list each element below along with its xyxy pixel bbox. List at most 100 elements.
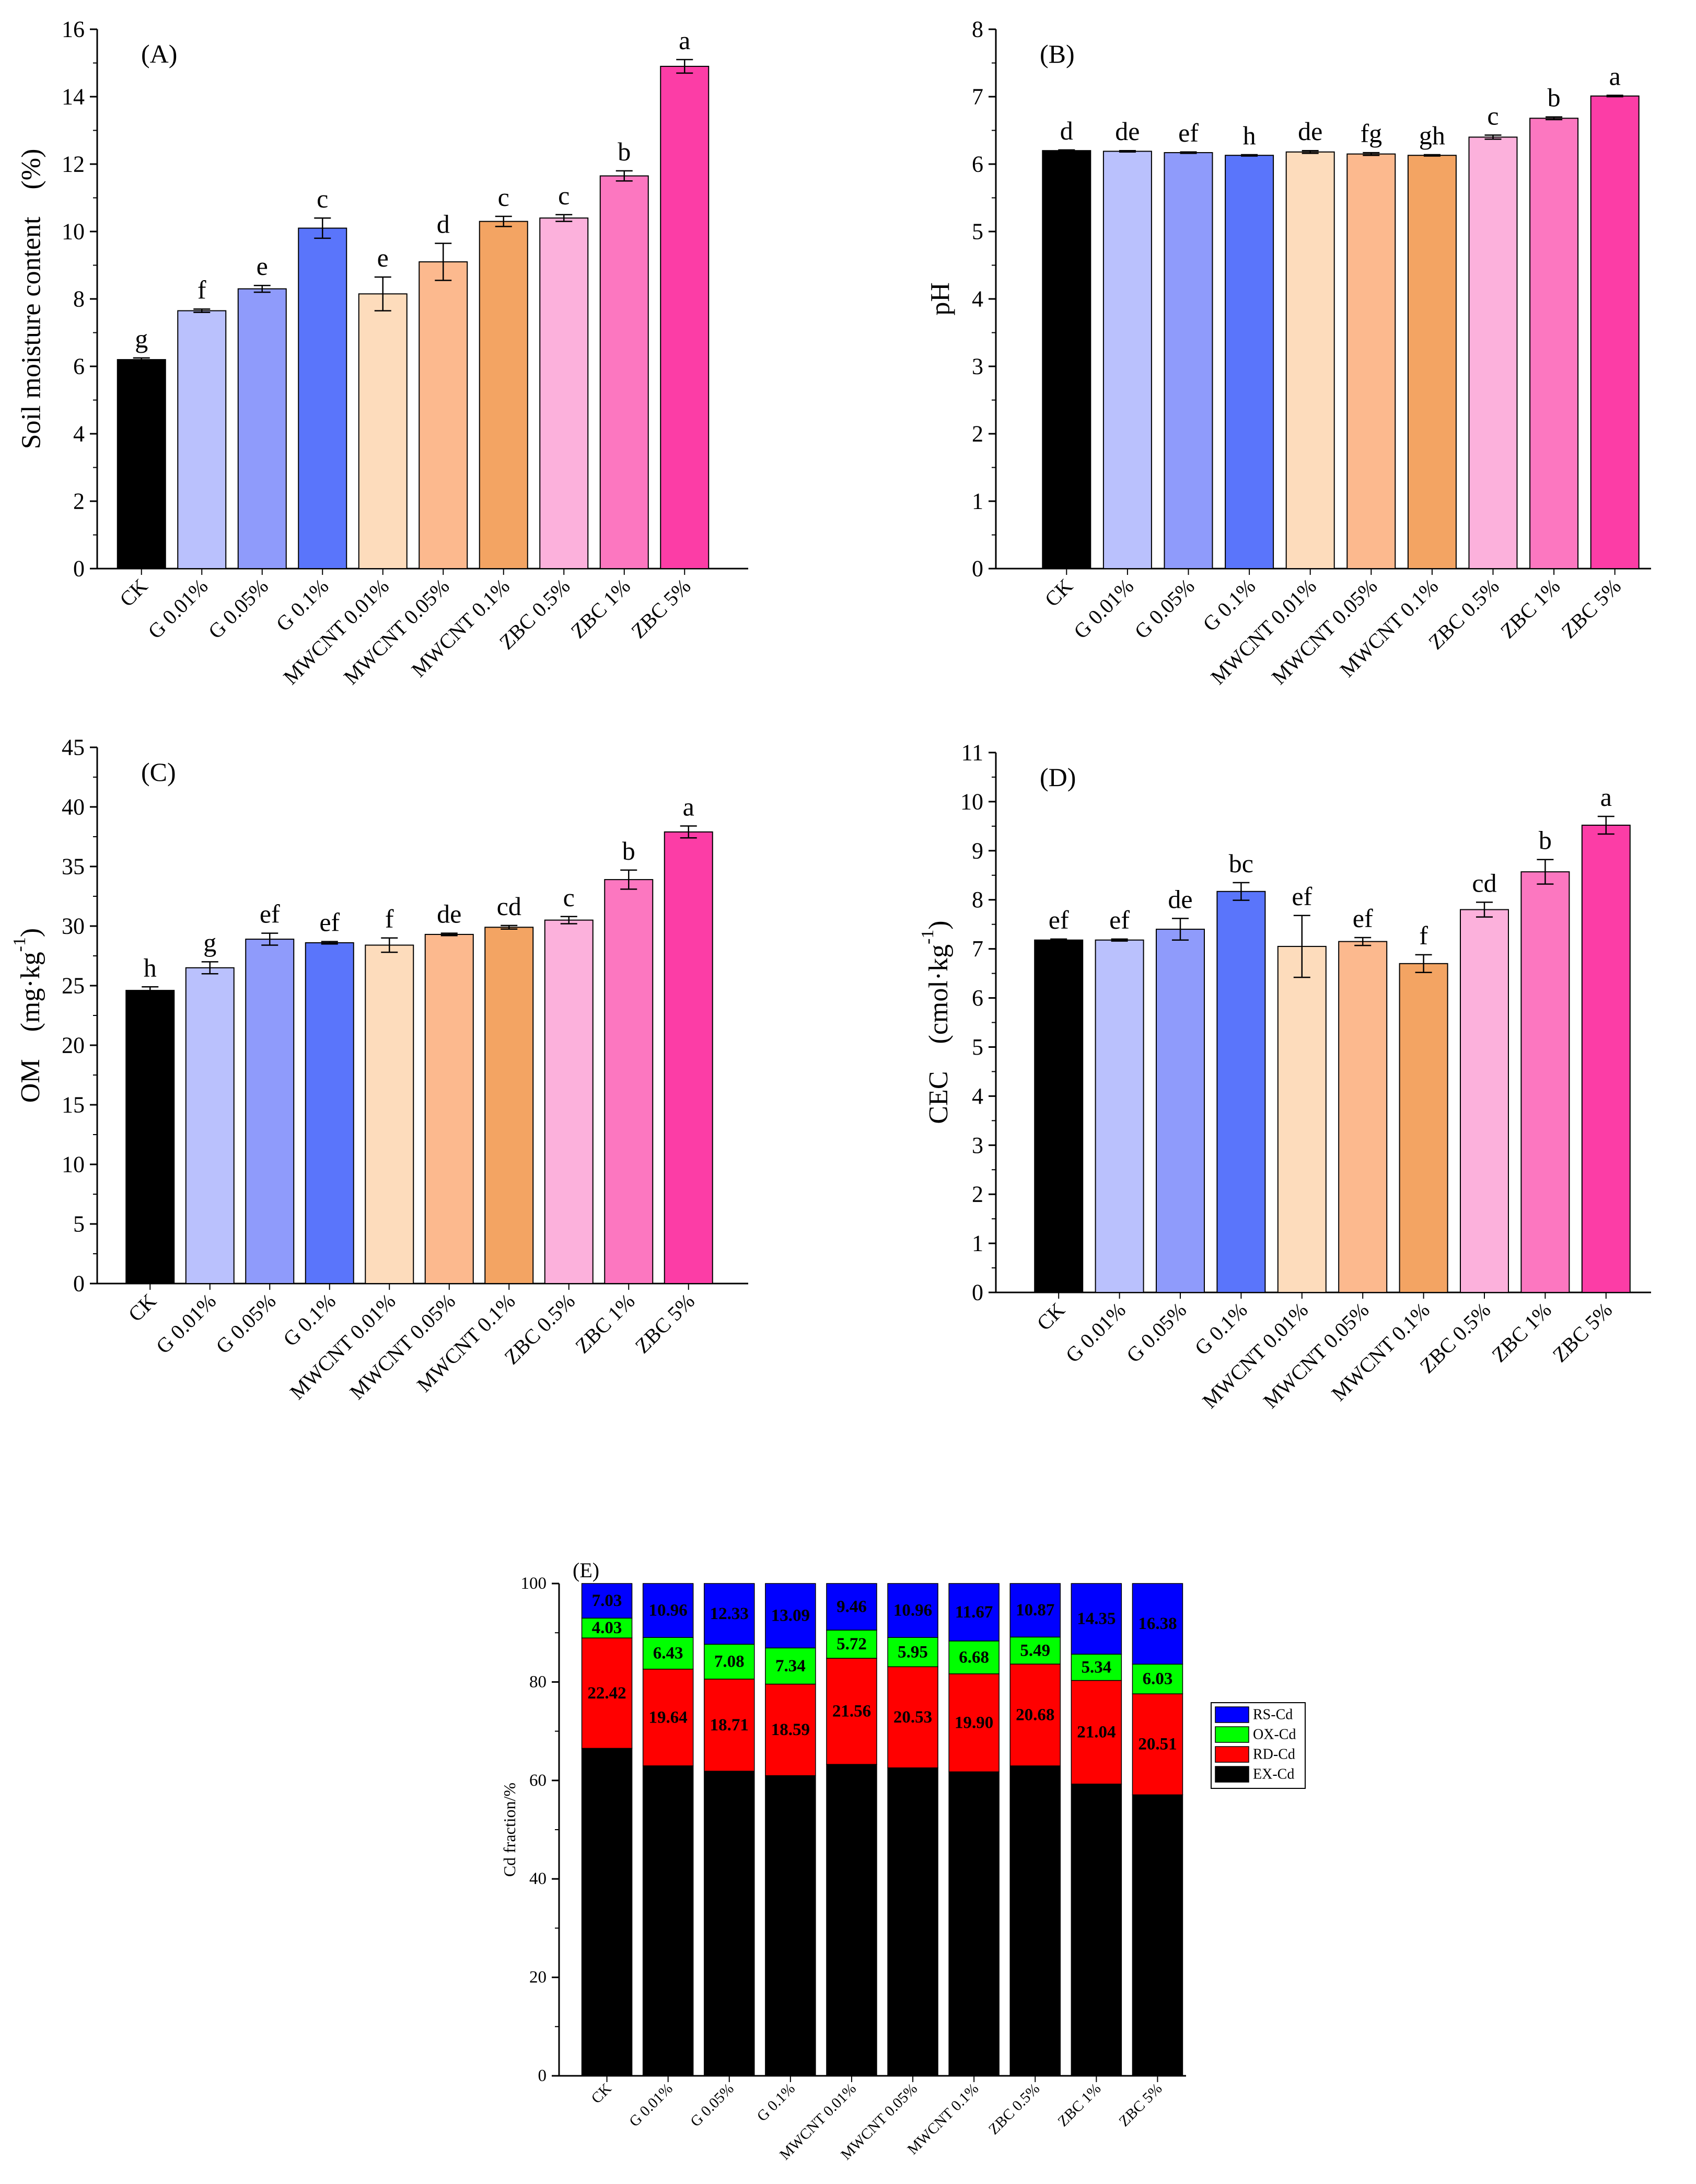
data-label-ox-cd: 5.95 (898, 1643, 928, 1661)
segment-rd-cd-g-0-05 (704, 1679, 755, 1772)
bar-mwcnt-0-01 (358, 293, 408, 569)
significance-letter-mwcnt-0-05: de (437, 899, 461, 929)
segment-ex-cd-zbc-1 (1071, 1783, 1122, 2076)
significance-letter-mwcnt-0-05: fg (1360, 119, 1382, 148)
y-tick-label: 6 (972, 985, 983, 1011)
segment-rs-cd-g-0-05 (704, 1583, 755, 1645)
y-axis-title-superscript: -1 (10, 937, 29, 952)
significance-letter-g-0-1: ef (319, 908, 340, 937)
segment-rs-cd-zbc-0-5 (1009, 1583, 1061, 1638)
y-tick-label: 10 (960, 789, 983, 814)
significance-letter-zbc-0-5: c (1487, 101, 1498, 131)
y-tick-label: 40 (62, 794, 85, 820)
significance-letter-zbc-1: b (622, 836, 635, 865)
data-label-ex-cd: 59.27 (1077, 1921, 1116, 1939)
bar-mwcnt-0-01 (1277, 945, 1327, 1293)
data-label-ex-cd: 57.08 (1138, 1926, 1177, 1945)
y-tick-label: 8 (73, 286, 85, 312)
segment-rd-cd-mwcnt-0-1 (948, 1673, 1000, 1773)
data-label-ox-cd: 6.03 (1143, 1670, 1173, 1689)
y-axis-title-main: CEC (cmol·kg (924, 944, 954, 1124)
segment-rd-cd-zbc-1 (1071, 1680, 1122, 1785)
significance-letter-g-0-05: de (1168, 884, 1192, 914)
bar-mwcnt-0-01 (1285, 151, 1335, 569)
significance-letter-ck: g (135, 324, 148, 353)
segment-ex-cd-g-0-1 (765, 1775, 816, 2076)
significance-letter-g-0-05: ef (260, 899, 280, 929)
segment-rs-cd-zbc-1 (1071, 1583, 1122, 1655)
segment-ox-cd-zbc-5 (1132, 1663, 1183, 1694)
y-tick-label: 3 (972, 354, 983, 379)
bar-zbc-0-5 (539, 217, 589, 569)
y-tick-label: 8 (972, 887, 983, 912)
significance-letter-mwcnt-0-1: f (1419, 921, 1428, 950)
y-tick-label: 7 (972, 936, 983, 962)
bar-mwcnt-0-05 (419, 261, 468, 569)
y-tick-label: 60 (529, 1771, 547, 1790)
data-label-rs-cd: 16.38 (1138, 1614, 1177, 1633)
bar-mwcnt-0-1 (484, 927, 534, 1284)
y-tick-label: 4 (972, 1083, 983, 1109)
data-label-rs-cd: 10.87 (1016, 1601, 1054, 1620)
bar-ck (125, 990, 175, 1284)
segment-ox-cd-g-0-05 (704, 1644, 755, 1680)
y-tick-label: 6 (73, 354, 85, 379)
segment-rs-cd-mwcnt-0-1 (948, 1583, 1000, 1642)
data-label-ox-cd: 7.34 (775, 1657, 806, 1675)
bar-g-0-1 (305, 942, 354, 1285)
bar-g-0-01 (1095, 939, 1144, 1293)
legend-swatch-rd-cd (1215, 1746, 1249, 1763)
data-label-rs-cd: 14.35 (1077, 1610, 1116, 1628)
bar-ck (117, 359, 166, 569)
bar-mwcnt-0-1 (1407, 155, 1457, 570)
data-label-ex-cd: 66.52 (587, 1903, 626, 1922)
segment-ox-cd-mwcnt-0-05 (887, 1637, 938, 1668)
data-label-rd-cd: 19.64 (649, 1708, 688, 1727)
data-label-ex-cd: 63.26 (832, 1911, 871, 1929)
significance-letter-g-0-01: de (1115, 117, 1140, 146)
segment-rs-cd-ck (581, 1583, 633, 1619)
significance-letter-ck: ef (1049, 905, 1069, 934)
legend-swatch-ox-cd (1215, 1726, 1249, 1743)
significance-letter-zbc-5: a (1609, 61, 1621, 90)
bar-g-0-01 (177, 310, 227, 569)
y-tick-label: 5 (972, 1034, 983, 1060)
bar-zbc-0-5 (1460, 909, 1509, 1293)
bar-zbc-5 (1581, 824, 1631, 1293)
data-label-ex-cd: 62.97 (649, 1911, 688, 1930)
y-tick-label: 15 (62, 1092, 85, 1118)
segment-ex-cd-g-0-05 (704, 1771, 755, 2076)
panel-label: (D) (1040, 762, 1076, 792)
y-tick-label: 0 (73, 556, 85, 582)
y-tick-label: 40 (529, 1869, 547, 1888)
segment-rd-cd-zbc-5 (1132, 1693, 1183, 1796)
y-tick-label: 9 (972, 838, 983, 863)
segment-ex-cd-zbc-0-5 (1009, 1765, 1061, 2076)
bar-mwcnt-0-1 (1399, 963, 1448, 1293)
bar-g-0-01 (1102, 151, 1152, 569)
y-tick-label: 80 (529, 1672, 547, 1691)
segment-rs-cd-g-0-1 (765, 1583, 816, 1649)
y-axis-title: pH (926, 282, 956, 316)
bar-zbc-5 (1590, 95, 1640, 569)
y-axis-title-superscript: -1 (918, 930, 937, 944)
data-label-rs-cd: 11.67 (955, 1603, 993, 1622)
segment-rd-cd-g-0-01 (642, 1669, 694, 1766)
data-label-ex-cd: 61.88 (710, 1914, 749, 1933)
segment-ex-cd-mwcnt-0-01 (826, 1764, 877, 2076)
y-tick-label: 1 (972, 1231, 983, 1256)
bar-mwcnt-0-1 (479, 221, 528, 569)
significance-letter-mwcnt-0-1: c (498, 182, 509, 212)
significance-letter-zbc-1: b (618, 137, 631, 166)
data-label-rd-cd: 20.68 (1016, 1706, 1054, 1725)
data-label-rs-cd: 10.96 (893, 1601, 932, 1620)
data-label-rd-cd: 20.53 (893, 1708, 932, 1727)
y-tick-label: 20 (529, 1968, 547, 1987)
data-label-rs-cd: 10.96 (649, 1601, 688, 1620)
significance-letter-mwcnt-0-1: cd (497, 892, 521, 921)
data-label-rs-cd: 13.09 (771, 1607, 810, 1625)
legend-label-ex-cd: EX-Cd (1253, 1766, 1294, 1783)
y-tick-label: 10 (62, 1152, 85, 1177)
segment-rd-cd-mwcnt-0-01 (826, 1658, 877, 1765)
